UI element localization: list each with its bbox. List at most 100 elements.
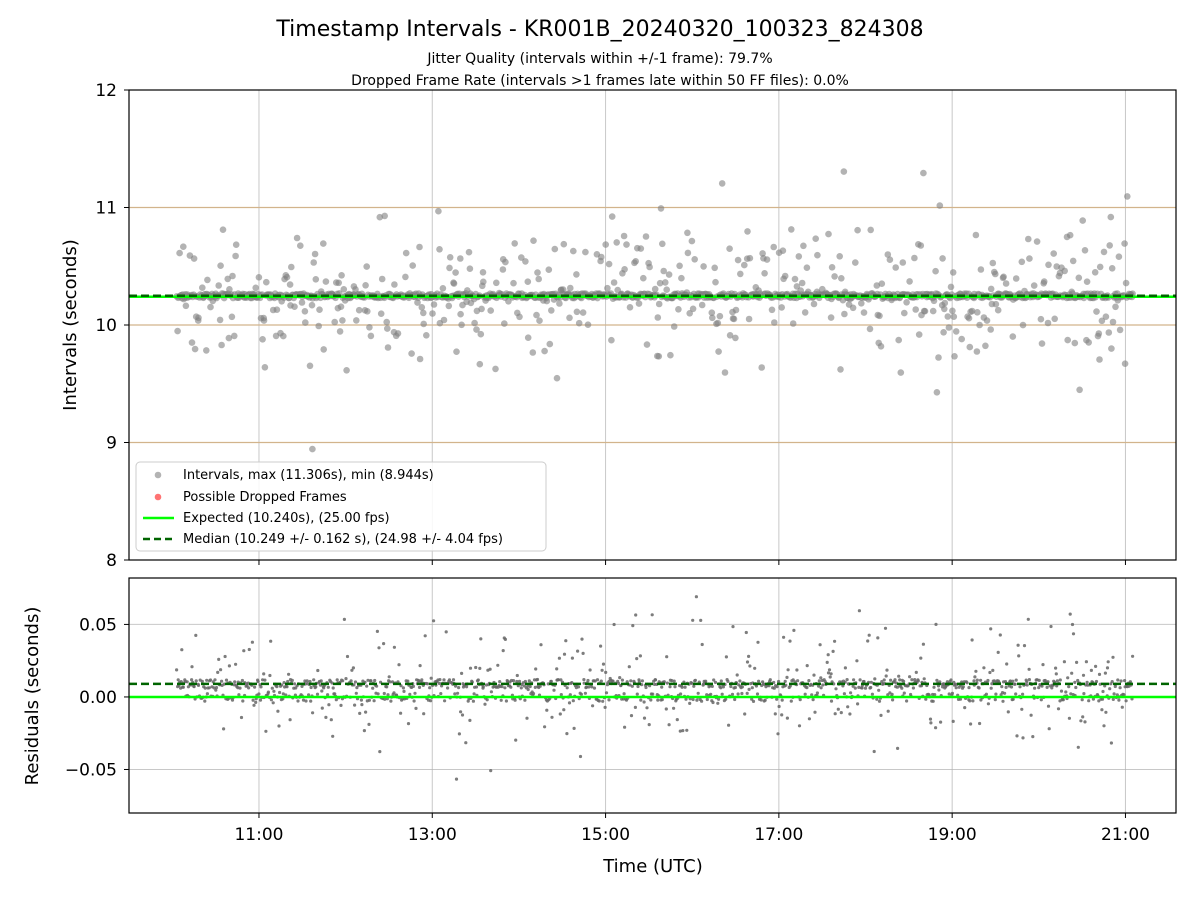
residual-point (1076, 678, 1080, 683)
residual-point (630, 684, 634, 688)
residual-point (863, 686, 868, 690)
interval-point (992, 300, 1000, 308)
residual-point (503, 686, 507, 690)
residual-point (989, 686, 993, 690)
interval-point (605, 260, 613, 268)
residual-point (1037, 678, 1041, 683)
residual-point (392, 645, 396, 649)
interval-point (1037, 315, 1045, 323)
interval-point (689, 305, 697, 313)
residual-point (511, 679, 516, 683)
interval-point (684, 249, 692, 257)
residual-point (1071, 632, 1076, 636)
legend-label-dropped: Possible Dropped Frames (183, 490, 347, 505)
interval-point (291, 303, 298, 311)
residual-point (721, 685, 726, 689)
interval-point (384, 325, 391, 332)
interval-point (992, 270, 999, 278)
residual-point (1021, 736, 1025, 740)
residual-point (670, 679, 674, 683)
interval-point (322, 278, 330, 285)
residual-point (562, 652, 567, 656)
interval-point (465, 248, 473, 256)
interval-point (391, 281, 398, 288)
residual-point (1128, 680, 1132, 684)
residual-point (1005, 662, 1009, 666)
residual-point (668, 685, 672, 689)
interval-point (450, 280, 458, 287)
residual-point (681, 729, 685, 733)
residual-point (304, 699, 308, 703)
interval-point (439, 285, 447, 292)
residual-point (319, 679, 323, 683)
residual-point (672, 679, 676, 683)
residual-point (388, 680, 392, 684)
residual-point (710, 684, 714, 689)
residual-point (535, 677, 540, 682)
residual-point (552, 688, 556, 692)
interval-point (827, 314, 835, 321)
interval-point (435, 207, 442, 215)
interval-point (1091, 269, 1099, 276)
interval-point (1105, 329, 1113, 336)
interval-point (1002, 280, 1010, 287)
interval-point (1122, 279, 1130, 287)
residual-point (1111, 655, 1115, 659)
residual-point (222, 727, 226, 731)
interval-point (940, 329, 947, 336)
residual-point (1013, 682, 1017, 686)
interval-point (378, 275, 386, 283)
interval-point (541, 347, 548, 355)
residual-point (807, 679, 811, 683)
residual-point (1079, 719, 1083, 723)
interval-point (642, 233, 650, 240)
residual-point (460, 713, 465, 717)
interval-point (352, 286, 359, 293)
residual-point (1027, 667, 1031, 671)
interval-point (977, 266, 985, 273)
interval-point (510, 279, 517, 287)
residual-point (638, 654, 643, 658)
chart-subtitle-jitter: Jitter Quality (intervals within +/-1 fr… (426, 51, 772, 67)
residual-point (578, 754, 583, 759)
residual-point (478, 666, 482, 671)
interval-point (708, 309, 716, 317)
legend-label-median: Median (10.249 +/- 0.162 s), (24.98 +/- … (183, 532, 503, 547)
interval-point (286, 281, 294, 288)
residual-point (443, 699, 447, 703)
interval-point (416, 355, 424, 363)
residual-point (320, 706, 324, 710)
residual-point (254, 700, 258, 705)
interval-point (377, 310, 385, 318)
x-axis-label: Time (UTC) (602, 856, 703, 877)
residual-point (571, 699, 575, 703)
residual-point (867, 633, 871, 637)
residual-point (902, 691, 906, 695)
residual-point (349, 679, 353, 683)
residual-point (1006, 710, 1010, 714)
residual-point (601, 662, 606, 666)
residual-point (481, 685, 485, 689)
interval-point (190, 255, 198, 262)
residual-point (675, 718, 679, 722)
residuals-x-axis: 11:00 13:00 15:00 17:00 19:00 21:00 (234, 813, 1150, 845)
residual-point (635, 692, 639, 696)
residual-point (262, 672, 266, 676)
residual-point (634, 613, 638, 617)
interval-point (182, 302, 190, 310)
interval-point (394, 330, 402, 337)
interval-point (320, 240, 327, 247)
residual-point (503, 637, 507, 642)
residual-point (691, 697, 695, 702)
residual-point (919, 656, 923, 660)
residual-point (969, 722, 973, 726)
interval-point (732, 306, 740, 314)
residual-point (652, 682, 657, 687)
residual-point (890, 692, 894, 697)
interval-point (1038, 340, 1046, 347)
residual-point (468, 718, 472, 723)
interval-point (534, 269, 541, 276)
residual-point (811, 698, 815, 702)
interval-point (216, 316, 224, 324)
